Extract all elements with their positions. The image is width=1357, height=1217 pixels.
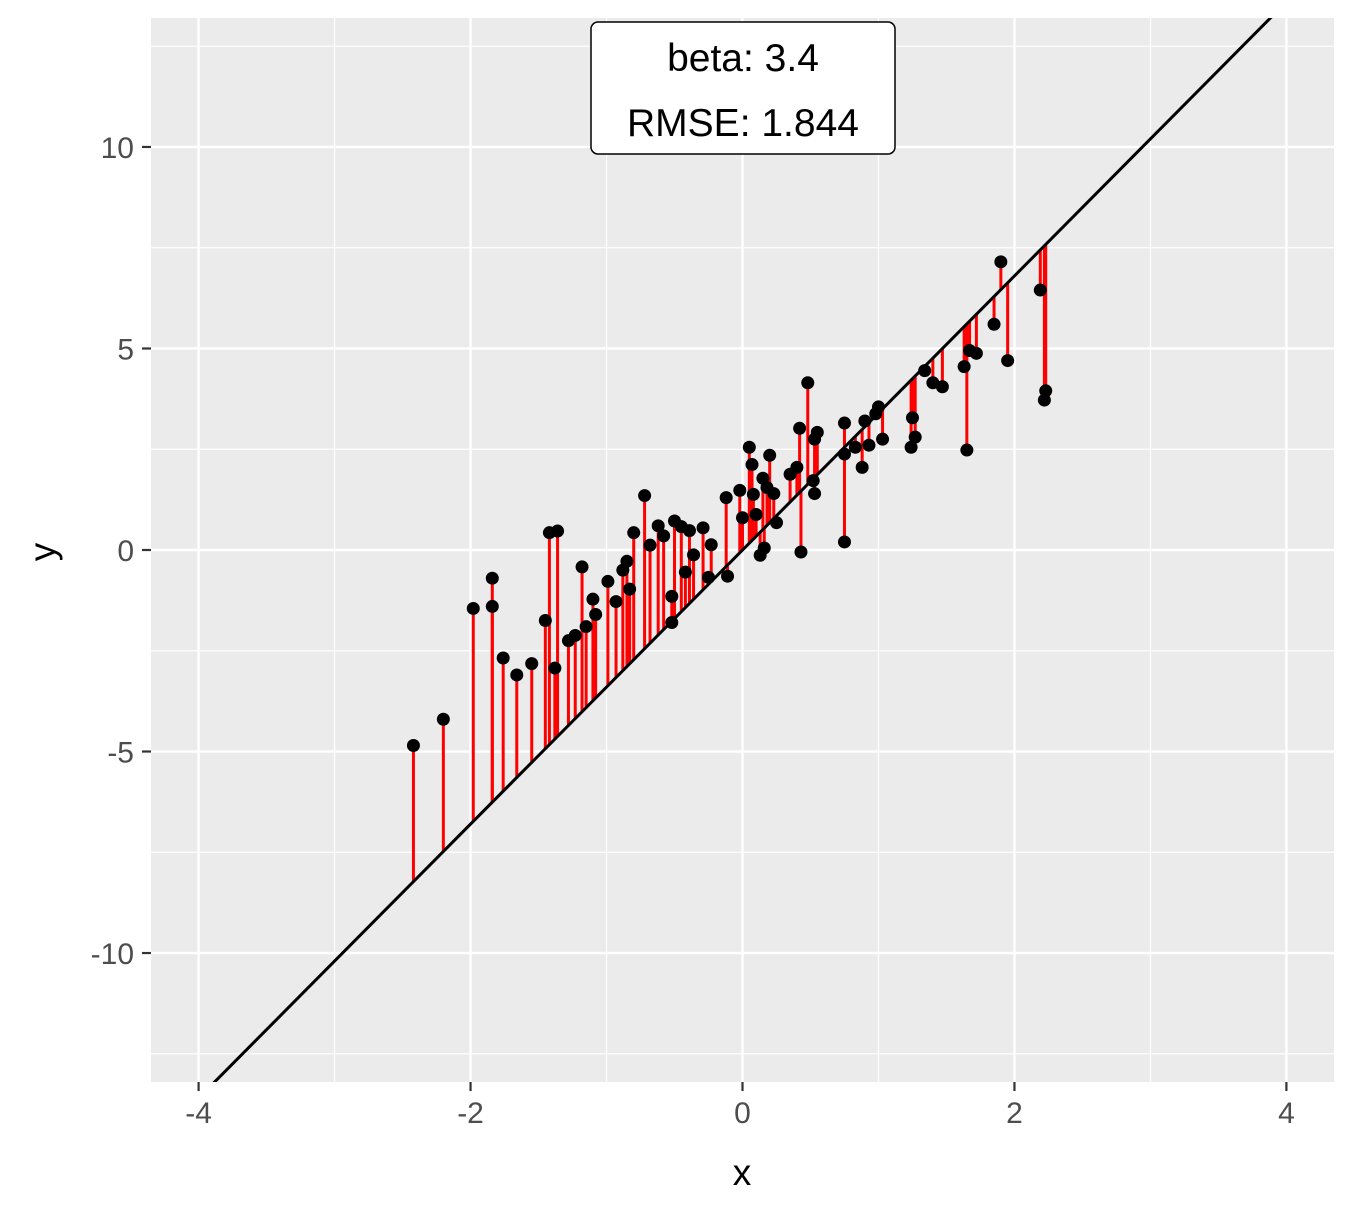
data-point xyxy=(651,519,665,533)
data-point xyxy=(643,538,657,552)
data-point xyxy=(678,565,692,579)
y-tick-label: 0 xyxy=(117,535,134,568)
plot-layer xyxy=(212,18,1273,1082)
data-point xyxy=(638,489,652,503)
data-point xyxy=(510,668,524,682)
data-point xyxy=(876,432,890,446)
annotation-frame xyxy=(590,21,896,155)
data-point xyxy=(957,360,971,374)
x-tick-label: -2 xyxy=(457,1097,484,1130)
data-point xyxy=(745,458,759,472)
data-point xyxy=(769,516,783,530)
data-point xyxy=(702,570,716,584)
data-point xyxy=(969,346,983,360)
data-point xyxy=(719,491,733,505)
data-point xyxy=(742,440,756,454)
data-point xyxy=(749,508,763,522)
data-point xyxy=(808,487,822,501)
data-point xyxy=(620,554,634,568)
y-tick-label: 5 xyxy=(117,333,134,366)
data-point xyxy=(665,589,679,603)
data-point xyxy=(837,416,851,430)
regression-line xyxy=(212,18,1273,1082)
data-point xyxy=(551,524,565,538)
data-point xyxy=(767,487,781,501)
data-point xyxy=(485,571,499,585)
data-point xyxy=(855,460,869,474)
x-axis-title: x xyxy=(733,1152,752,1193)
data-point xyxy=(935,380,949,394)
y-axis-ticks: -10 -5 0 5 10 xyxy=(91,132,151,971)
data-point xyxy=(485,599,499,613)
data-point xyxy=(538,614,552,628)
annotation-beta: beta: 3.4 xyxy=(667,37,819,80)
data-point xyxy=(627,526,641,540)
x-tick-label: -4 xyxy=(185,1097,212,1130)
data-point xyxy=(466,601,480,615)
data-point xyxy=(1001,354,1015,368)
data-point xyxy=(994,255,1008,269)
data-point xyxy=(793,421,807,435)
data-point xyxy=(601,574,615,588)
data-point xyxy=(696,521,710,535)
annotation-box: beta: 3.4 RMSE: 1.844 xyxy=(590,21,896,155)
major-gridlines xyxy=(151,18,1334,1082)
data-point xyxy=(657,529,671,543)
data-point xyxy=(1039,384,1053,398)
data-point xyxy=(406,738,420,752)
data-point xyxy=(682,524,696,538)
data-point xyxy=(918,364,932,378)
x-tick-label: 4 xyxy=(1278,1097,1295,1130)
data-point xyxy=(568,628,582,642)
annotation-rmse: RMSE: 1.844 xyxy=(627,102,859,145)
data-point xyxy=(586,592,600,606)
data-point xyxy=(721,569,735,583)
data-point xyxy=(848,440,862,454)
data-point xyxy=(436,712,450,726)
data-point xyxy=(790,460,804,474)
data-point xyxy=(496,651,510,665)
data-point xyxy=(987,317,1001,331)
y-tick-label: 10 xyxy=(101,132,134,165)
data-point xyxy=(908,430,922,444)
data-point xyxy=(589,607,603,621)
data-point xyxy=(575,560,589,574)
data-point xyxy=(525,657,539,671)
data-point xyxy=(904,440,918,454)
data-point xyxy=(733,483,747,497)
x-tick-label: 2 xyxy=(1006,1097,1023,1130)
data-point xyxy=(623,582,637,596)
data-point xyxy=(736,511,749,525)
data-point xyxy=(808,432,822,446)
data-point xyxy=(1033,283,1047,297)
data-point xyxy=(687,548,701,562)
data-point xyxy=(548,661,562,675)
data-point xyxy=(837,535,851,549)
x-axis-ticks: -4 -2 0 2 4 xyxy=(185,1082,1295,1130)
data-point xyxy=(837,447,851,461)
data-point xyxy=(905,411,919,425)
y-tick-label: -5 xyxy=(107,737,134,770)
data-point xyxy=(579,620,593,634)
data-point xyxy=(960,443,974,457)
data-point xyxy=(704,538,718,552)
data-point xyxy=(794,545,808,559)
y-axis-title: y xyxy=(22,542,63,561)
data-point xyxy=(763,448,777,462)
data-point xyxy=(609,595,623,609)
data-point xyxy=(801,376,815,390)
x-tick-label: 0 xyxy=(734,1097,751,1130)
data-point xyxy=(862,438,876,452)
y-tick-label: -10 xyxy=(91,938,134,971)
data-points xyxy=(406,255,1053,752)
data-point xyxy=(746,487,760,501)
data-point xyxy=(757,541,771,555)
